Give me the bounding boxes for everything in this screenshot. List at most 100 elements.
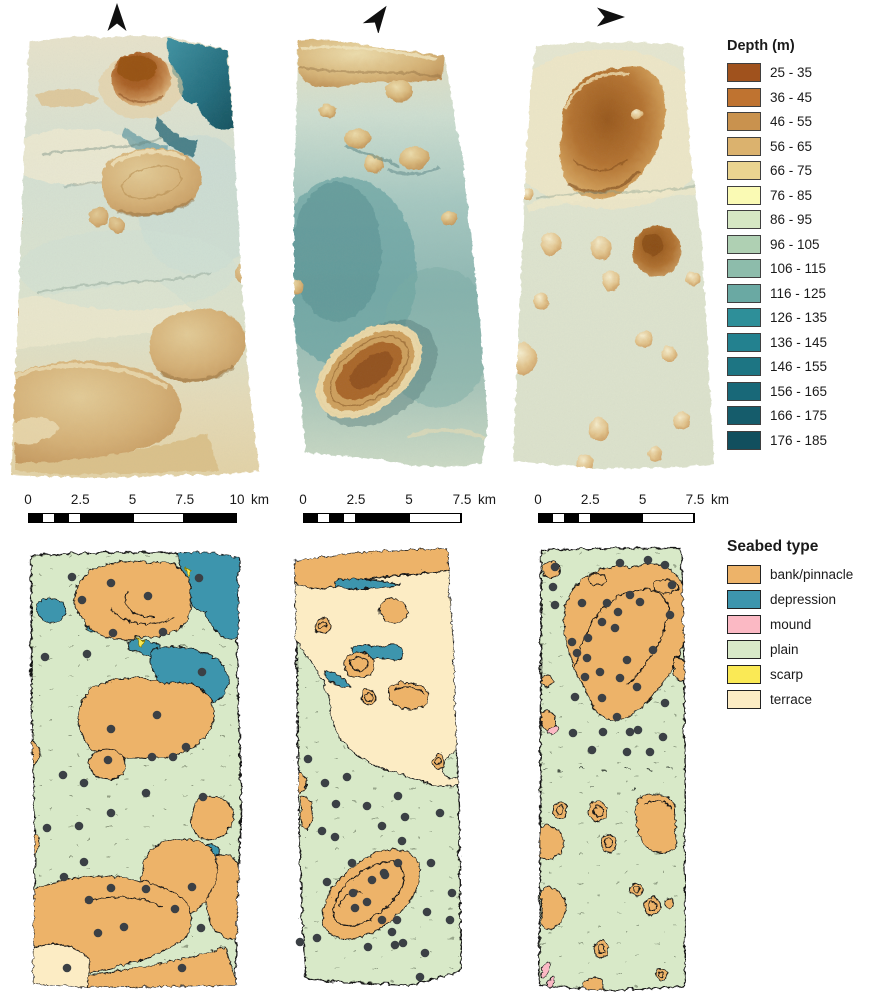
sample-point — [367, 875, 377, 885]
seabed-legend-item: depression — [727, 590, 873, 609]
seabed-map-middle — [293, 546, 461, 985]
depth-legend-item: 46 - 55 — [727, 112, 873, 131]
sample-point — [597, 693, 607, 703]
sample-point — [168, 752, 178, 762]
sample-point — [660, 560, 670, 570]
sample-point — [141, 884, 151, 894]
sample-point — [422, 907, 432, 917]
sample-point — [106, 883, 116, 893]
sample-point — [648, 645, 658, 655]
sample-point — [363, 942, 373, 952]
sample-point — [400, 812, 410, 822]
sample-point — [615, 558, 625, 568]
depth-legend-item: 56 - 65 — [727, 136, 873, 156]
seabed-legend-item: plain — [727, 640, 873, 659]
sample-point — [625, 590, 635, 600]
sample-point — [398, 938, 408, 948]
sample-point — [435, 808, 445, 818]
sample-point — [331, 799, 341, 809]
scale-bar-right: 0 2.5 5 7.5 km — [534, 492, 729, 528]
sample-point — [595, 667, 605, 677]
sample-point — [577, 598, 587, 608]
sample-point — [580, 672, 590, 682]
sample-point — [610, 623, 620, 633]
depth-swatch — [727, 185, 761, 205]
sample-point — [317, 826, 327, 836]
depth-swatch — [727, 161, 761, 180]
sample-point — [658, 732, 668, 742]
sample-point — [322, 877, 332, 887]
sample-point — [84, 895, 94, 905]
sample-point — [77, 595, 87, 605]
sample-point — [347, 858, 357, 868]
sample-point — [58, 770, 68, 780]
depth-swatch — [727, 332, 761, 352]
sample-point — [106, 808, 116, 818]
seabed-legend-title: Seabed type — [727, 538, 819, 555]
depth-legend-item: 86 - 95 — [727, 210, 873, 229]
seabed-legend-item: bank/pinnacle — [727, 565, 873, 584]
depth-legend-item: 166 - 175 — [727, 406, 873, 425]
depth-swatch — [727, 234, 761, 254]
sample-point — [445, 915, 455, 925]
depth-legend-item: 96 - 105 — [727, 234, 873, 254]
sample-point — [198, 792, 208, 802]
seabed-swatch — [727, 665, 761, 684]
depth-swatch — [727, 283, 761, 303]
sample-point — [415, 972, 425, 982]
sample-point — [67, 572, 77, 582]
sample-point — [194, 573, 204, 583]
bathymetry-panel-left — [10, 35, 258, 477]
sample-point — [568, 728, 578, 738]
sample-point — [615, 673, 625, 683]
sample-points-panel3 — [548, 555, 677, 757]
sample-point — [330, 832, 340, 842]
north-arrow-left-icon — [107, 3, 127, 31]
sample-point — [645, 747, 655, 757]
sample-point — [390, 940, 400, 950]
sample-point — [550, 562, 560, 572]
sample-point — [392, 915, 402, 925]
sample-point — [660, 698, 670, 708]
sample-point — [612, 712, 622, 722]
sample-point — [197, 667, 207, 677]
depth-swatch — [727, 308, 761, 327]
sample-point — [548, 582, 558, 592]
depth-legend-item: 156 - 165 — [727, 381, 873, 401]
sample-point — [147, 752, 157, 762]
depth-swatch — [727, 381, 761, 401]
sample-points-panel1 — [40, 572, 208, 973]
sample-point — [170, 904, 180, 914]
sample-point — [295, 937, 305, 947]
depth-legend-item: 25 - 35 — [727, 63, 873, 82]
sample-point — [141, 788, 151, 798]
sample-point — [93, 928, 103, 938]
sample-points-panel2 — [295, 754, 457, 982]
sample-point — [177, 963, 187, 973]
depth-legend-item: 136 - 145 — [727, 332, 873, 352]
north-arrow-right-icon — [597, 7, 625, 27]
scale-bar — [538, 513, 695, 523]
sample-point — [572, 648, 582, 658]
sample-point — [665, 610, 675, 620]
sample-point — [119, 922, 129, 932]
depth-legend-item: 106 - 115 — [727, 259, 873, 278]
sample-point — [103, 755, 113, 765]
sample-point — [582, 653, 592, 663]
sample-point — [79, 778, 89, 788]
sample-point — [362, 801, 372, 811]
depth-legend-item: 126 - 135 — [727, 308, 873, 327]
depth-legend: Depth (m) 25 - 35 36 - 45 46 - 55 56 - 6… — [727, 38, 873, 455]
sample-point — [380, 870, 390, 880]
sample-point — [622, 655, 632, 665]
sample-point — [635, 597, 645, 607]
depth-swatch — [727, 210, 761, 229]
scale-bar-labels: 0 2.5 5 7.5 10 km — [24, 492, 269, 507]
sample-point — [196, 923, 206, 933]
depth-legend-item: 146 - 155 — [727, 357, 873, 376]
sample-point — [447, 888, 457, 898]
depth-legend-item: 66 - 75 — [727, 161, 873, 180]
sample-point — [106, 724, 116, 734]
depth-legend-item: 36 - 45 — [727, 87, 873, 107]
depth-swatch — [727, 357, 761, 376]
